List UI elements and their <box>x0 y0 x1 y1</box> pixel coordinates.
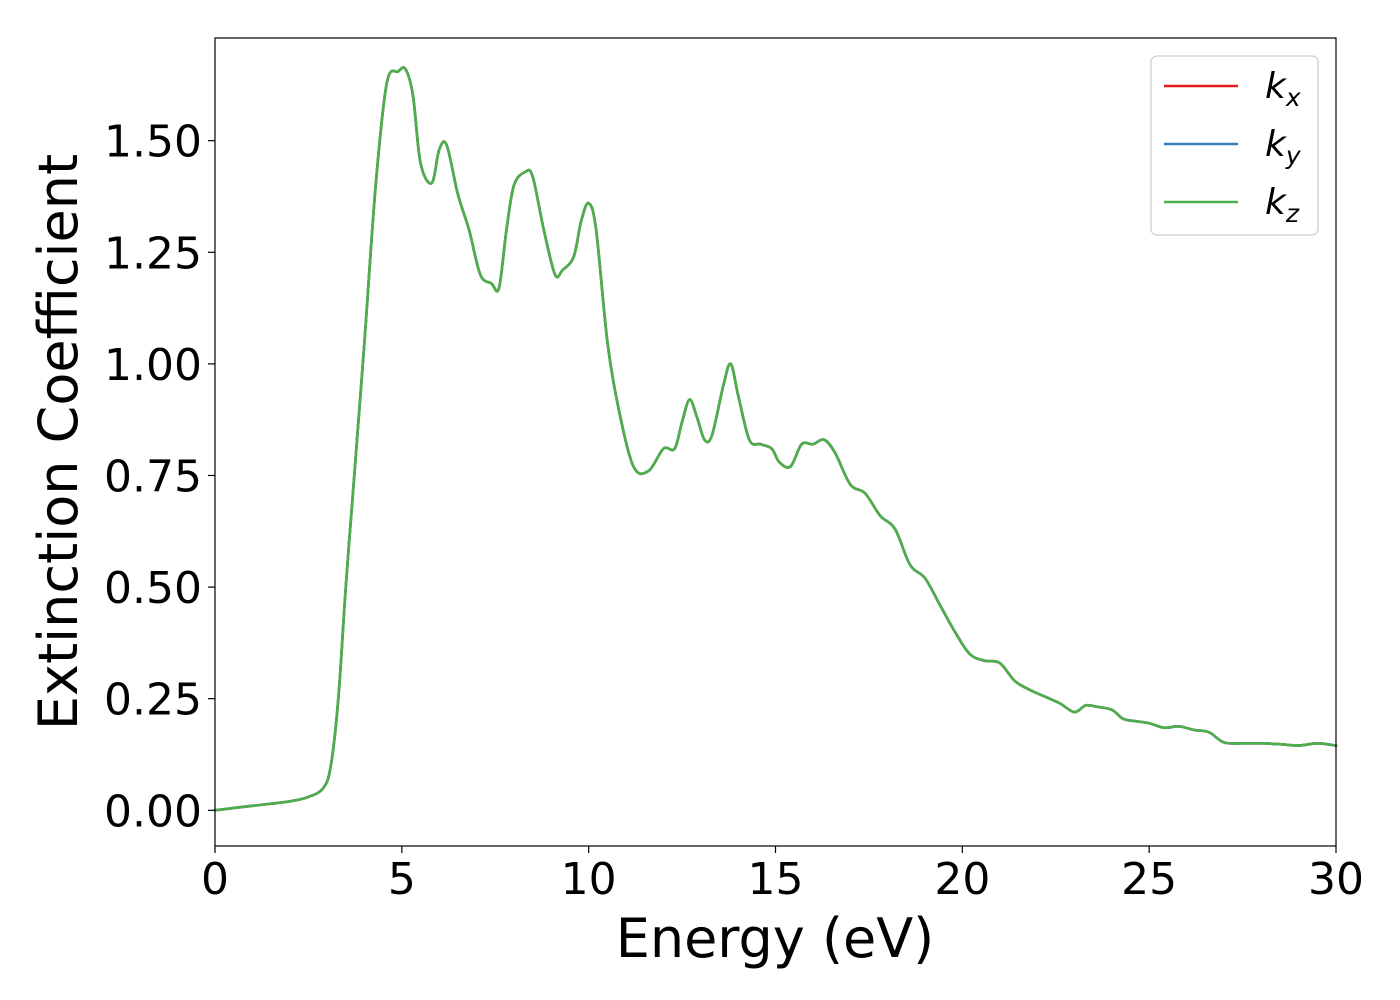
legend-label-1: ky <box>1265 124 1302 170</box>
y-tick-label-4: 1.00 <box>104 340 202 391</box>
x-axis: 0 5 10 15 20 25 30 <box>201 846 1364 905</box>
x-tick-label-6: 30 <box>1308 854 1364 905</box>
y-axis-label: Extinction Coefficient <box>27 154 90 730</box>
series-layer <box>213 66 1338 812</box>
y-tick-label-5: 1.25 <box>104 228 202 279</box>
x-tick-label-3: 15 <box>748 854 804 905</box>
x-axis-label: Energy (eV) <box>616 907 935 970</box>
legend-label-base-1: k <box>1265 124 1288 165</box>
x-tick-label-2: 10 <box>561 854 617 905</box>
x-tick-label-0: 0 <box>201 854 229 905</box>
x-tick-label-5: 25 <box>1121 854 1177 905</box>
plot-area <box>215 38 1336 846</box>
legend-label-sub-0: x <box>1285 83 1301 112</box>
legend-label-sub-2: z <box>1285 199 1300 228</box>
y-tick-label-6: 1.50 <box>104 117 202 168</box>
y-tick-label-0: 0.00 <box>104 786 202 837</box>
x-tick-label-4: 20 <box>934 854 990 905</box>
legend-label-0: kx <box>1265 66 1301 112</box>
y-axis: 0.00 0.25 0.50 0.75 1.00 1.25 1.50 <box>104 117 215 837</box>
x-tick-label-1: 5 <box>388 854 416 905</box>
legend-box <box>1150 55 1319 236</box>
series-line-k-z <box>213 66 1338 812</box>
y-tick-label-2: 0.50 <box>104 563 202 614</box>
legend-label-base-2: k <box>1265 182 1288 223</box>
y-tick-label-3: 0.75 <box>104 451 202 502</box>
y-tick-label-1: 0.25 <box>104 675 202 726</box>
legend-label-sub-1: y <box>1285 141 1302 170</box>
legend-label-base-0: k <box>1265 66 1288 107</box>
legend-label-2: kz <box>1265 182 1300 228</box>
